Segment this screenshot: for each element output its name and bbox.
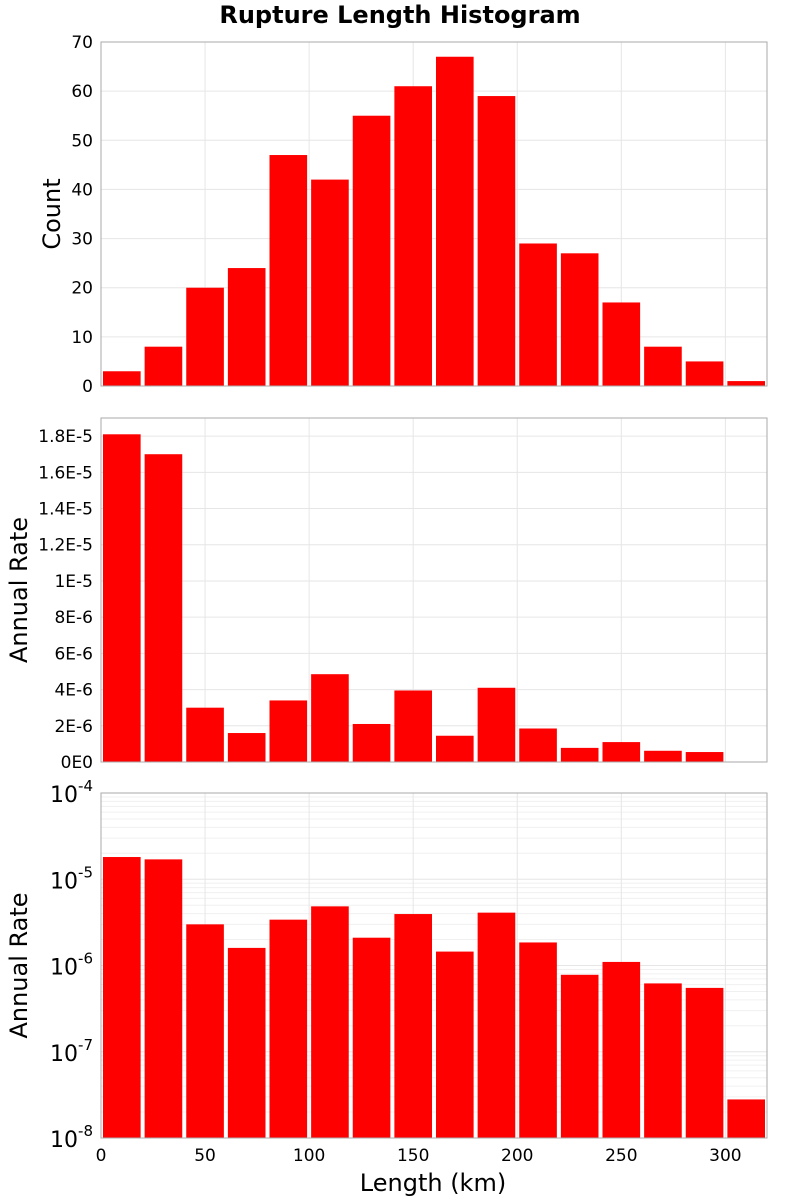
y-tick-label: 10-6 [50, 950, 93, 981]
y-tick-label: 30 [71, 230, 93, 250]
histogram-bar [685, 752, 724, 762]
panels-group: 0 10 20 30 40 50 60 70 Count 0E0 2E-6 4E-6 6E-6 8E-6 1… [5, 33, 768, 1166]
y-tick-label: 10-7 [50, 1036, 93, 1067]
histogram-bar [269, 155, 308, 386]
x-axis-label: Length (km) [360, 1169, 506, 1197]
histogram-bar [103, 857, 141, 1138]
x-tick-label: 250 [605, 1146, 637, 1166]
histogram-bar [394, 86, 432, 386]
y-tick-label: 1E-5 [54, 572, 93, 592]
y-tick-label: 10-5 [50, 863, 93, 894]
histogram-bar [644, 750, 682, 762]
histogram-bar [477, 96, 516, 387]
histogram-bar [477, 912, 516, 1138]
histogram-bar [311, 179, 349, 386]
histogram-bar [186, 287, 224, 386]
histogram-bar [560, 253, 599, 386]
histogram-bar [311, 906, 349, 1138]
y-tick-label: 1.8E-5 [38, 427, 93, 447]
y-tick-label: 1.6E-5 [38, 463, 93, 483]
histogram-bar [602, 742, 641, 762]
histogram-bar [519, 942, 557, 1138]
histogram-bar [602, 961, 641, 1138]
histogram-bar [519, 728, 557, 762]
histogram-bar [727, 1099, 765, 1138]
histogram-bar [602, 302, 641, 386]
x-tick-label: 300 [709, 1146, 741, 1166]
histogram-bar [394, 914, 432, 1138]
y-tick-label: 10 [71, 328, 93, 348]
chart-title: Rupture Length Histogram [219, 1, 580, 29]
panel-1: 0 10 20 30 40 50 60 70 Count [38, 33, 768, 397]
y-axis-label: Annual Rate [5, 892, 33, 1038]
histogram-bar [352, 723, 391, 762]
panel-3: 10-8 10-7 10-6 10-5 10-4 Annual Rate 0 50 100 150… [5, 777, 768, 1166]
histogram-bar [352, 115, 391, 386]
histogram-bar [519, 243, 557, 386]
histogram-bar [644, 983, 682, 1138]
y-axis-label: Count [38, 178, 66, 249]
histogram-bar [186, 707, 224, 762]
y-tick-label: 4E-6 [54, 681, 93, 701]
histogram-bar [269, 919, 308, 1138]
y-tick-label: 0 [82, 377, 93, 397]
histogram-bar [186, 924, 224, 1138]
panel-2: 0E0 2E-6 4E-6 6E-6 8E-6 1E-5 1.2E-5 1.4E-5 1.6E-… [5, 417, 768, 773]
histogram-bar [394, 690, 432, 762]
histogram-bar [685, 361, 724, 386]
histogram-bar [477, 687, 516, 762]
y-tick-label: 40 [71, 180, 93, 200]
x-tick-label: 50 [194, 1146, 216, 1166]
plot-frame [100, 41, 768, 387]
y-tick-label: 10-4 [50, 777, 93, 808]
y-tick-label: 6E-6 [54, 644, 93, 664]
histogram-bar [644, 346, 682, 386]
histogram-bar [103, 371, 141, 386]
x-tick-label: 100 [293, 1146, 325, 1166]
histogram-bar [560, 974, 599, 1138]
y-axis-label: Annual Rate [5, 517, 33, 663]
y-tick-label: 10-8 [50, 1122, 93, 1153]
y-tick-label: 1.2E-5 [38, 536, 93, 556]
histogram-bar [560, 747, 599, 762]
histogram-bar [144, 346, 183, 386]
histogram-bar [685, 987, 724, 1138]
histogram-bar [436, 56, 474, 386]
x-tick-label: 200 [501, 1146, 533, 1166]
histogram-bar [103, 434, 141, 762]
histogram-bar [227, 733, 266, 762]
histogram-bar [144, 454, 183, 762]
histogram-bar [269, 700, 308, 762]
y-tick-label: 50 [71, 131, 93, 151]
histogram-bar [436, 735, 474, 762]
x-tick-label: 150 [397, 1146, 429, 1166]
y-tick-label: 70 [71, 33, 93, 53]
y-tick-label: 0E0 [61, 753, 93, 773]
histogram-bar [227, 268, 266, 386]
plot-frame [100, 792, 768, 1139]
y-tick-label: 20 [71, 279, 93, 299]
histogram-bar [727, 381, 765, 386]
plot-frame [100, 417, 768, 763]
y-tick-label: 60 [71, 82, 93, 102]
histogram-bar [352, 937, 391, 1138]
y-tick-label: 2E-6 [54, 717, 93, 737]
histogram-bar [227, 947, 266, 1138]
y-tick-label: 8E-6 [54, 608, 93, 628]
x-tick-label: 0 [96, 1146, 107, 1166]
histogram-bar [436, 951, 474, 1138]
histogram-bar [144, 859, 183, 1138]
y-tick-label: 1.4E-5 [38, 500, 93, 520]
histogram-bar [311, 674, 349, 762]
